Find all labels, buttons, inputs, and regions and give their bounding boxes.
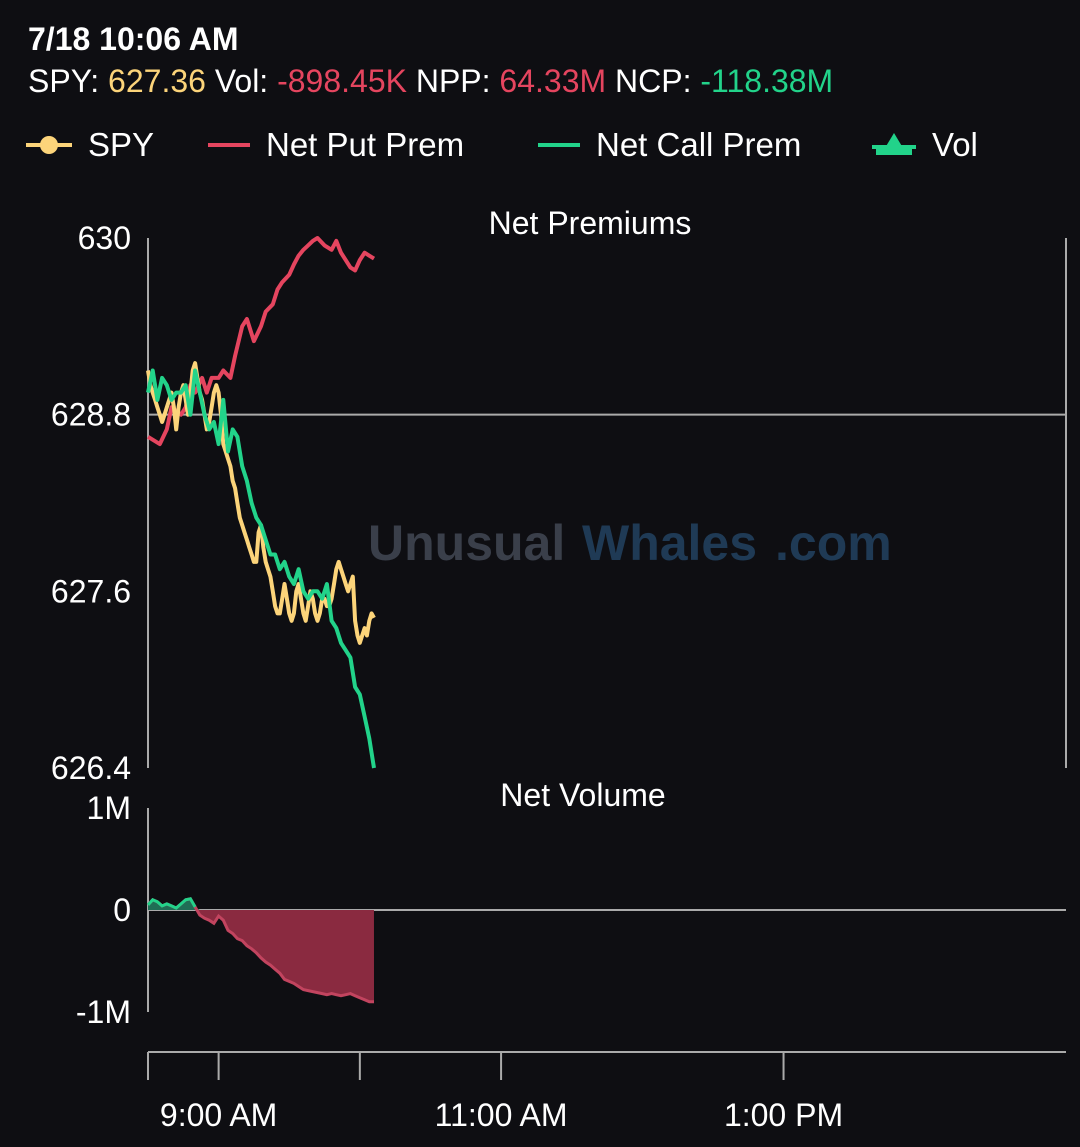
premium-y-tick-label: 630	[78, 220, 131, 256]
vol-triangle-icon	[872, 133, 916, 155]
legend-item-net-put-prem[interactable]: Net Put Prem	[208, 122, 464, 168]
watermark-unusual: Unusual	[368, 515, 565, 571]
header: 7/18 10:06 AM SPY: 627.36 Vol: -898.45K …	[28, 18, 833, 102]
legend-label-net-put-prem: Net Put Prem	[266, 126, 465, 163]
spy-label: SPY:	[28, 63, 100, 99]
timestamp: 7/18 10:06 AM	[28, 21, 239, 57]
series-line-spy	[146, 361, 376, 645]
legend-item-net-call-prem[interactable]: Net Call Prem	[538, 122, 801, 168]
legend-label-vol: Vol	[932, 126, 978, 163]
volume-chart-title: Net Volume	[500, 777, 665, 813]
legend: SPY Net Put Prem Net Call Prem Vol	[26, 122, 1066, 168]
volume-y-tick-label: 0	[113, 892, 131, 928]
x-tick-label: 11:00 AM	[435, 1097, 568, 1133]
watermark-com: .com	[775, 515, 892, 571]
watermark: Unusual Whales .com	[368, 515, 892, 571]
volume-y-tick-label: 1M	[87, 790, 131, 826]
labels-layer: Net Premiums Net Volume 630 628.8 627.6 626.4…	[51, 205, 843, 1133]
ncp-value: -118.38M	[700, 63, 834, 99]
premium-y-tick-label: 626.4	[51, 750, 131, 786]
stats-row: SPY: 627.36 Vol: -898.45K NPP: 64.33M NC…	[28, 60, 833, 102]
series-line-net-call-prem	[146, 368, 376, 769]
legend-label-spy: SPY	[88, 126, 155, 163]
ncp-label: NCP:	[615, 63, 692, 99]
npp-value: 64.33M	[499, 63, 607, 99]
premium-y-tick-label: 628.8	[51, 397, 131, 433]
put-line-icon	[208, 143, 250, 147]
legend-item-vol[interactable]: Vol	[872, 122, 978, 168]
x-tick-label: 9:00 AM	[160, 1097, 277, 1133]
premium-y-tick-label: 627.6	[51, 573, 131, 609]
legend-item-spy[interactable]: SPY	[26, 122, 154, 168]
x-tick-label: 1:00 PM	[724, 1097, 843, 1133]
series-line-net-put-prem	[146, 236, 376, 447]
spy-value: 627.36	[108, 63, 206, 99]
vol-value: -898.45K	[277, 63, 407, 99]
premium-chart-title: Net Premiums	[489, 205, 692, 241]
series-layer	[146, 236, 376, 1004]
volume-y-tick-label: -1M	[76, 994, 131, 1030]
vol-label: Vol:	[214, 63, 269, 99]
volume-line-positive	[146, 897, 197, 910]
spy-dot-line-icon	[26, 136, 72, 154]
legend-label-net-call-prem: Net Call Prem	[596, 126, 802, 163]
watermark-whales: Whales	[582, 515, 757, 571]
npp-label: NPP:	[415, 63, 491, 99]
call-line-icon	[538, 143, 580, 147]
